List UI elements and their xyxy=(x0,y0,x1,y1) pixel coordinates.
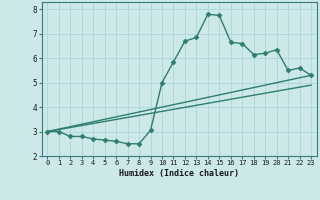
X-axis label: Humidex (Indice chaleur): Humidex (Indice chaleur) xyxy=(119,169,239,178)
